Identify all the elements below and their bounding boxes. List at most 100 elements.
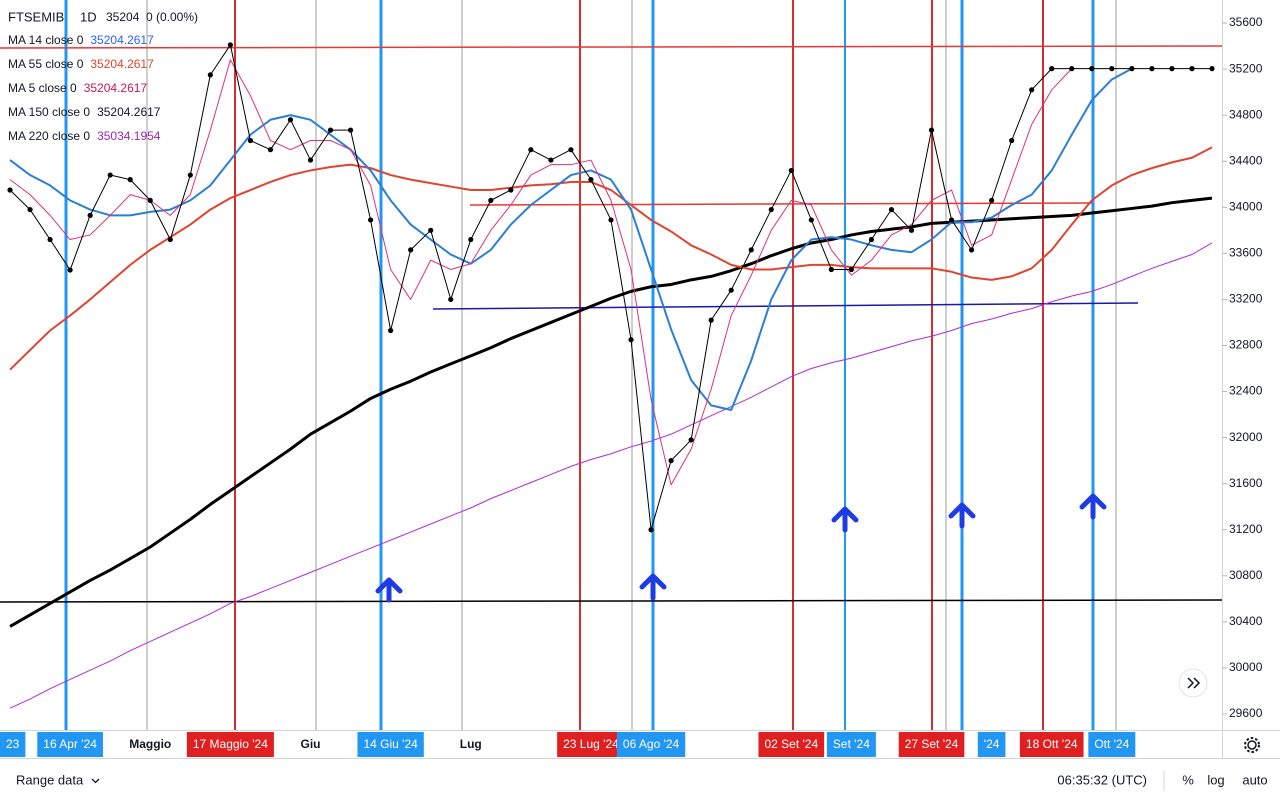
x-label-box — [616, 732, 686, 757]
x-tick-group: Ott '24 — [1088, 732, 1136, 757]
price-point — [708, 317, 714, 323]
price-point — [87, 212, 93, 218]
bottom-toolbar: Range data 06:35:32 (UTC) % log auto — [16, 771, 1268, 791]
price-point — [1109, 66, 1115, 72]
x-label-box — [186, 732, 274, 757]
header-legend: FTSEMIB 1D 35204 0 (0.00%) — [8, 9, 198, 24]
legend-name: MA 55 close 0 — [8, 57, 84, 71]
x-tick-group: Giu — [301, 737, 321, 751]
auto-toggle[interactable]: auto — [1242, 772, 1267, 787]
price-point — [1049, 66, 1055, 72]
series-line — [9, 146, 1213, 371]
x-label-box — [898, 732, 965, 757]
price-point — [928, 127, 935, 133]
legend-value: 35204.2617 — [97, 105, 161, 119]
price-point — [368, 217, 374, 223]
x-tick-group: '24 — [977, 732, 1006, 757]
x-tick-group: 23 Lug '24 — [557, 732, 625, 757]
range-chevron — [91, 778, 100, 784]
vertical-lines — [64, 0, 1117, 730]
series-line — [9, 59, 1073, 486]
y-tick-label: 30000 — [1229, 660, 1263, 674]
x-tick-label: 27 Set '24 — [905, 737, 959, 751]
x-tick-label: Set '24 — [833, 737, 870, 751]
settings-button[interactable] — [1244, 737, 1260, 753]
y-tick-label: 34800 — [1229, 107, 1263, 121]
price-point — [628, 337, 634, 343]
price-point — [1209, 66, 1215, 72]
price-point — [528, 147, 534, 153]
price-point — [207, 72, 213, 78]
y-tick-label: 33600 — [1229, 246, 1263, 260]
price-point — [488, 197, 494, 203]
y-tick-label: 35600 — [1229, 15, 1263, 29]
y-tick-label: 30400 — [1229, 614, 1263, 628]
x-tick-group: 23 — [0, 732, 26, 757]
price-point — [989, 197, 995, 203]
up-arrow — [831, 506, 859, 533]
up-arrow — [948, 502, 976, 529]
series-line — [9, 196, 1213, 628]
scroll-button[interactable] — [1178, 668, 1208, 698]
price-point — [7, 187, 13, 193]
price-point — [748, 247, 754, 253]
y-tick-label: 33200 — [1229, 292, 1263, 306]
price-point — [187, 172, 193, 178]
x-tick-group: Maggio — [129, 737, 171, 751]
price-point — [768, 206, 774, 213]
price-point — [388, 327, 394, 334]
price-point — [1129, 66, 1135, 72]
x-tick-label: Maggio — [129, 737, 171, 751]
x-tick-label: 17 Maggio '24 — [193, 737, 268, 751]
resistance-line — [469, 202, 1093, 206]
log-toggle[interactable]: log — [1207, 772, 1224, 787]
price-point — [27, 206, 33, 213]
y-tick-label: 31200 — [1229, 522, 1263, 536]
series-layer — [7, 42, 1215, 709]
support-line — [432, 302, 1139, 310]
y-tick-label: 32800 — [1229, 338, 1263, 352]
x-tick-label: Ott '24 — [1094, 737, 1129, 751]
gear-icon — [1247, 740, 1257, 750]
up-arrow — [639, 573, 667, 601]
price-point — [568, 147, 574, 153]
price-point — [1169, 66, 1175, 72]
price-point — [468, 236, 474, 243]
series-line — [9, 67, 1133, 411]
x-label-box — [357, 732, 424, 757]
price-point — [448, 296, 454, 303]
legend-name: MA 14 close 0 — [8, 33, 84, 47]
price-point — [968, 247, 975, 253]
price-point — [247, 137, 254, 144]
price-point — [408, 247, 414, 253]
legend-value: 35034.1954 — [97, 129, 161, 143]
price-point — [347, 127, 354, 133]
x-tick-group: 06 Ago '24 — [616, 732, 686, 757]
price-point — [307, 157, 314, 163]
symbol: FTSEMIB — [8, 9, 64, 24]
x-tick-group: 17 Maggio '24 — [186, 732, 274, 757]
price-point — [428, 227, 434, 233]
x-label-box — [1088, 732, 1136, 757]
up-arrow — [1079, 493, 1107, 520]
x-label-box — [826, 732, 876, 757]
x-tick-group: Lug — [460, 737, 482, 751]
price-point — [127, 177, 133, 183]
price-point — [648, 527, 654, 533]
support-line — [0, 599, 1223, 603]
price-point — [828, 266, 834, 273]
price-point — [147, 197, 153, 203]
x-tick-group: Set '24 — [826, 732, 876, 757]
price-point — [227, 42, 233, 48]
price-point — [1089, 66, 1095, 72]
time-axis: 23 16 Apr '24 Maggio 17 Maggio '24 Giu 14 Giu… — [0, 732, 1136, 757]
price-point — [548, 157, 554, 163]
percent-toggle[interactable]: % — [1182, 772, 1194, 787]
x-label-box — [1019, 732, 1084, 757]
price-point — [688, 437, 694, 443]
price-point — [668, 458, 674, 464]
price-point — [267, 147, 274, 153]
price-point — [788, 167, 794, 174]
range-button[interactable]: Range data — [16, 772, 84, 787]
